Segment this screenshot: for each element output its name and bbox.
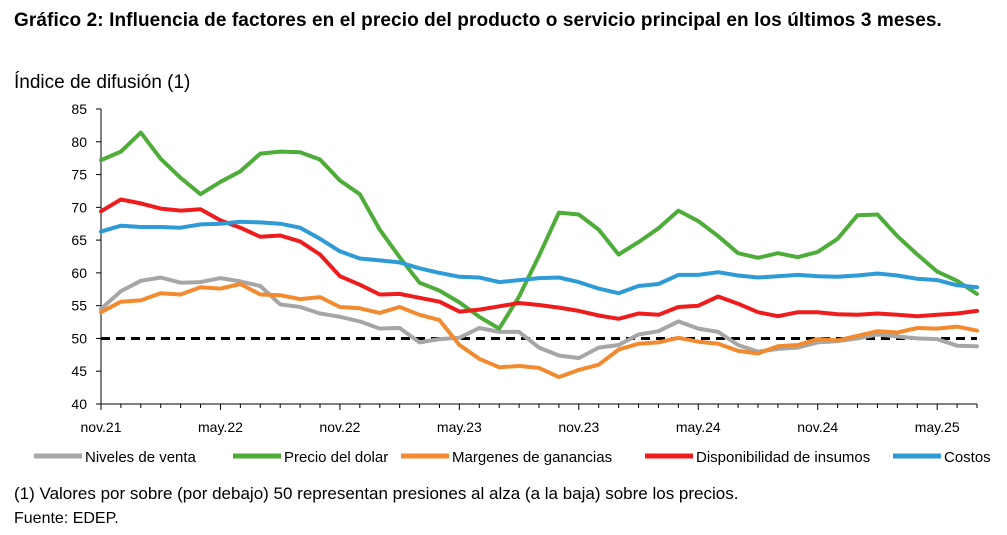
- legend-label: Disponibilidad de insumos: [696, 449, 870, 466]
- x-tick-label: nov.23: [558, 419, 599, 435]
- series-line-3: [99, 197, 979, 321]
- y-tick-label: 50: [71, 330, 87, 346]
- legend-label: Margenes de ganancias: [452, 449, 612, 466]
- y-tick-label: 65: [71, 232, 87, 248]
- y-tick-label: 60: [71, 265, 87, 281]
- y-tick-label: 80: [71, 134, 87, 150]
- series-line-1: [99, 130, 979, 331]
- series-lines: [99, 130, 979, 380]
- y-tick-label: 70: [71, 199, 87, 215]
- y-tick-label: 85: [71, 101, 87, 117]
- y-tick-label: 45: [71, 363, 87, 379]
- chart-title: Gráfico 2: Influencia de factores en el …: [14, 10, 942, 31]
- x-axis: nov.21 may.22 nov.22 may.23 nov.23 may.24 nov.…: [81, 403, 978, 435]
- y-axis-label: Índice de difusión (1): [14, 72, 191, 93]
- y-tick-label: 40: [71, 396, 87, 412]
- legend-label: Costos: [944, 449, 991, 466]
- y-axis: 40 45 50 55 60 65 70 75 80 85: [71, 101, 102, 412]
- x-tick-label: nov.24: [797, 419, 838, 435]
- x-tick-label: may.25: [915, 419, 960, 435]
- series-line-2: [99, 282, 979, 380]
- y-tick-label: 75: [71, 167, 87, 183]
- y-tick-label: 55: [71, 298, 87, 314]
- x-tick-label: may.23: [437, 419, 482, 435]
- x-tick-label: nov.22: [319, 419, 360, 435]
- source-note: Fuente: EDEP.: [14, 510, 119, 527]
- footnote: (1) Valores por sobre (por debajo) 50 re…: [14, 484, 739, 503]
- series-line-0: [99, 275, 979, 361]
- legend-label: Niveles de venta: [85, 449, 197, 466]
- x-tick-label: may.24: [676, 419, 721, 435]
- series-line-4: [99, 219, 979, 296]
- x-tick-label: may.22: [198, 419, 243, 435]
- x-tick-label: nov.21: [81, 419, 122, 435]
- legend-label: Precio del dolar: [284, 449, 388, 466]
- legend: Niveles de venta Precio del dolar Margenes…: [34, 449, 991, 466]
